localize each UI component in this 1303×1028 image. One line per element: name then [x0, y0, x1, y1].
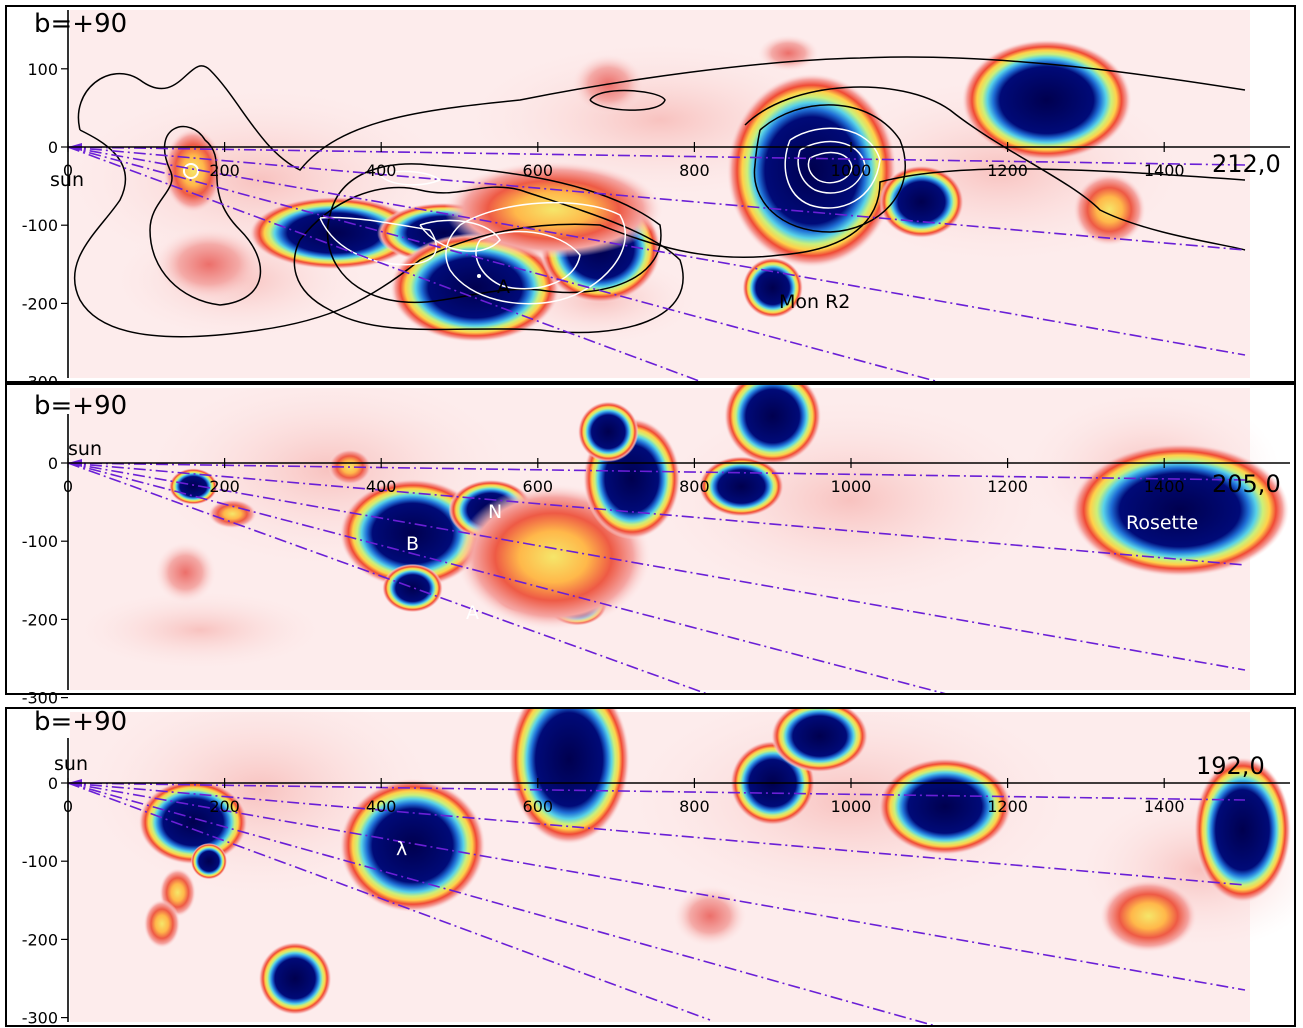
- density-blob: [138, 779, 248, 865]
- x-tick-label: 200: [209, 797, 240, 816]
- x-tick-label: 800: [679, 797, 710, 816]
- sun-label: sun: [68, 438, 102, 460]
- x-tick-label: 0: [63, 161, 73, 180]
- density-blob: [508, 708, 630, 845]
- sightlines: [67, 462, 1246, 694]
- cloud-annotation: Rosette: [1126, 512, 1198, 534]
- density-blob: [698, 456, 784, 517]
- sun-label: sun: [54, 753, 88, 775]
- x-tick-label: 600: [523, 161, 554, 180]
- x-tick-label: 400: [366, 797, 397, 816]
- cloud-annotation: λ: [396, 838, 407, 860]
- density-blob: [758, 34, 819, 72]
- density-blob: [155, 542, 216, 603]
- x-tick-label: 1400: [1144, 477, 1185, 496]
- y-tick-label: -300: [22, 689, 58, 708]
- y-tick-label: -200: [22, 930, 58, 949]
- sun-label: sun: [50, 169, 84, 191]
- density-blob: [878, 165, 964, 239]
- density-blob: [154, 227, 264, 301]
- y-tick-label: 0: [48, 138, 58, 157]
- sightlines: [67, 782, 1246, 1026]
- x-tick-label: 800: [679, 161, 710, 180]
- x-tick-label: 1400: [1144, 161, 1185, 180]
- density-blob: [258, 942, 332, 1015]
- y-tick-label: -200: [22, 610, 58, 629]
- y-tick-label: -300: [22, 1009, 58, 1028]
- density-blob: [390, 233, 561, 343]
- latitude-label: b=+90: [34, 391, 127, 421]
- cloud-annotation: A: [466, 602, 479, 624]
- x-tick-label: 1200: [987, 797, 1028, 816]
- density-blob: [1193, 757, 1292, 903]
- density-blob: [673, 885, 747, 947]
- x-tick-label: 200: [209, 161, 240, 180]
- density-blob: [444, 161, 663, 259]
- density-blob: [742, 257, 804, 319]
- y-tick-label: -100: [22, 216, 58, 235]
- longitude-label: 192,0: [1196, 752, 1265, 780]
- x-tick-label: 200: [209, 477, 240, 496]
- latitude-label: b=+90: [34, 707, 127, 737]
- panel-frame: [5, 383, 1296, 695]
- x-tick-label: 1000: [831, 477, 872, 496]
- density-blob: [961, 39, 1132, 161]
- sightlines: [67, 146, 1246, 382]
- longitude-label: 212,0: [1212, 150, 1281, 178]
- x-tick-label: 600: [523, 477, 554, 496]
- panel-frame: [5, 5, 1296, 383]
- x-tick-label: 1200: [987, 477, 1028, 496]
- x-tick-label: 0: [63, 477, 73, 496]
- density-blob: [1070, 443, 1290, 577]
- panel-3: 0 200 400 600 800 1000 1200 1400 0 -100 -200 -300 b=…: [5, 707, 1296, 1028]
- density-blob: [169, 468, 218, 505]
- latitude-label: b=+90: [34, 9, 127, 39]
- x-tick-label: 800: [679, 477, 710, 496]
- density-blob: [143, 899, 181, 949]
- y-tick-label: 0: [48, 774, 58, 793]
- x-tick-label: 400: [366, 477, 397, 496]
- y-tick-label: -100: [22, 852, 58, 871]
- cloud-annotation: Mon R2: [779, 291, 850, 313]
- y-tick-label: -100: [22, 532, 58, 551]
- density-blob: [208, 499, 257, 529]
- density-map: [6, 6, 1295, 382]
- x-tick-label: 1000: [831, 161, 872, 180]
- panel-frame: [5, 707, 1296, 1027]
- density-blob: [249, 196, 420, 270]
- density-blob: [577, 401, 639, 463]
- density-blob: [190, 843, 228, 880]
- y-tick-label: -200: [22, 294, 58, 313]
- cloud-annotation: N: [488, 501, 502, 523]
- x-tick-label: 1400: [1144, 797, 1185, 816]
- axes: 0 200 400 600 800 1000 1200 1400 0 -100 -200 -300: [22, 738, 1290, 1028]
- cloud-annotation: A: [497, 276, 510, 298]
- density-blob: [1072, 173, 1146, 246]
- longitude-label: 205,0: [1212, 470, 1281, 498]
- density-blob: [771, 708, 869, 773]
- cloud-annotation: B: [406, 533, 419, 555]
- x-tick-label: 0: [63, 797, 73, 816]
- density-map: [6, 384, 1295, 694]
- x-tick-label: 1200: [987, 161, 1028, 180]
- density-blob: [724, 384, 822, 465]
- x-tick-label: 600: [523, 797, 554, 816]
- density-blob: [339, 778, 486, 913]
- panel-2: 0 200 400 600 800 1000 1200 1400 0 -100 -200 -300 b=…: [5, 383, 1296, 708]
- density-blob: [1099, 879, 1198, 953]
- y-tick-label: 0: [48, 454, 58, 473]
- x-tick-label: 400: [366, 161, 397, 180]
- y-tick-label: 100: [27, 60, 58, 79]
- x-tick-label: 1000: [831, 797, 872, 816]
- density-map: [6, 708, 1295, 1026]
- density-blob: [382, 563, 443, 613]
- panel-1: 0 200 400 600 800 1000 1200 14001000-100-200-30…: [5, 5, 1296, 392]
